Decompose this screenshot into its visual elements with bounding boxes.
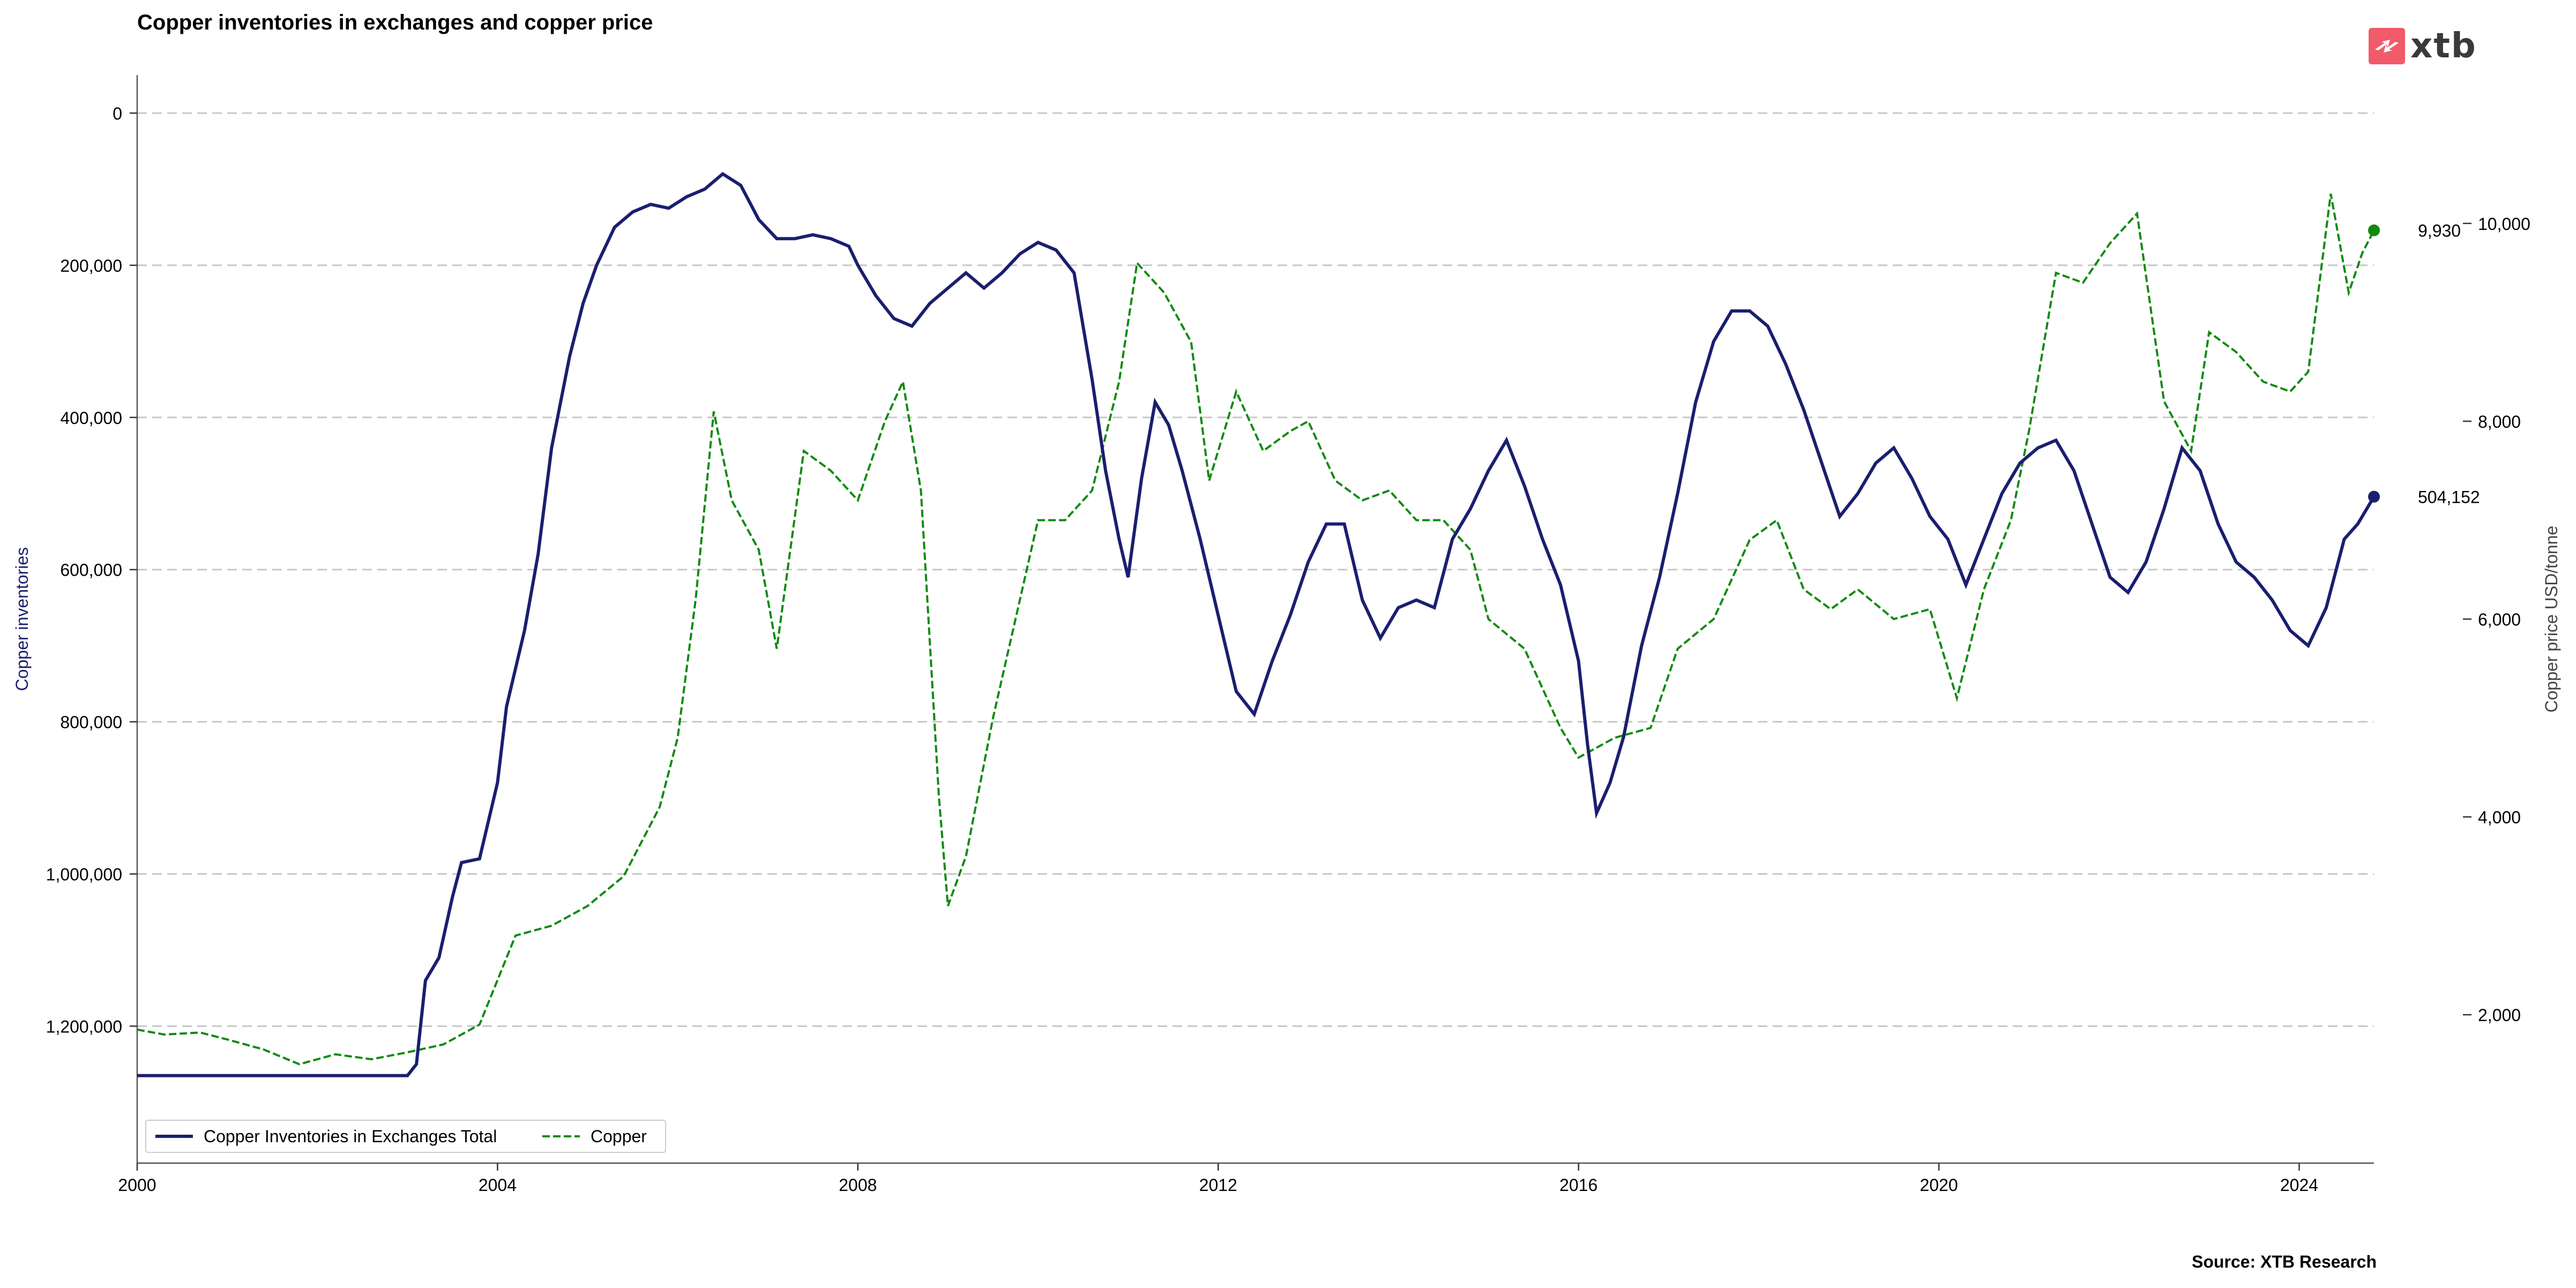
last-value-label-inventories: 504,152 [2418, 488, 2480, 507]
x-tick-label: 2020 [1920, 1175, 1958, 1195]
series-line-copper [137, 193, 2375, 1066]
x-tick-label: 2024 [2280, 1175, 2318, 1195]
y-left-tick-label: 0 [113, 104, 122, 123]
y-left-tick-label: 1,000,000 [46, 865, 122, 884]
x-tick-label: 2004 [479, 1175, 517, 1195]
y-right-tick-label: 8,000 [2478, 412, 2521, 431]
last-point-copper [2368, 224, 2380, 236]
y-right-tick-label: 10,000 [2478, 214, 2530, 234]
legend-box [145, 1120, 666, 1153]
y-left-tick-label: 200,000 [60, 256, 122, 276]
legend-label-inventories: Copper Inventories in Exchanges Total [204, 1127, 497, 1146]
y-right-tick-label: 6,000 [2478, 610, 2521, 629]
source-note: Source: XTB Research [2191, 1252, 2377, 1271]
x-tick-label: 2000 [118, 1175, 156, 1195]
xtb-logo-icon [2369, 28, 2405, 64]
series-line-inventories [137, 172, 2376, 1077]
x-tick-label: 2012 [1199, 1175, 1237, 1195]
y-left-tick-label: 400,000 [60, 408, 122, 428]
x-tick-label: 2008 [839, 1175, 877, 1195]
last-value-label-copper: 9,930 [2418, 221, 2461, 241]
chart-title: Copper inventories in exchanges and copp… [137, 11, 653, 34]
y-right-tick-label: 4,000 [2478, 808, 2521, 827]
y-left-tick-label: 1,200,000 [46, 1017, 122, 1036]
y-left-tick-label: 800,000 [60, 713, 122, 732]
xtb-logo: xtb [2369, 26, 2477, 66]
last-point-inventories [2368, 490, 2380, 503]
legend-label-copper: Copper [591, 1127, 647, 1146]
y-right-tick-label: 2,000 [2478, 1006, 2521, 1025]
y-left-tick-label: 600,000 [60, 561, 122, 580]
x-tick-label: 2016 [1559, 1175, 1597, 1195]
xtb-logo-text: xtb [2410, 26, 2477, 66]
y-right-axis-label: Copper price USD/tonne [2542, 526, 2561, 713]
y-left-axis-label: Copper inventories [12, 547, 32, 691]
